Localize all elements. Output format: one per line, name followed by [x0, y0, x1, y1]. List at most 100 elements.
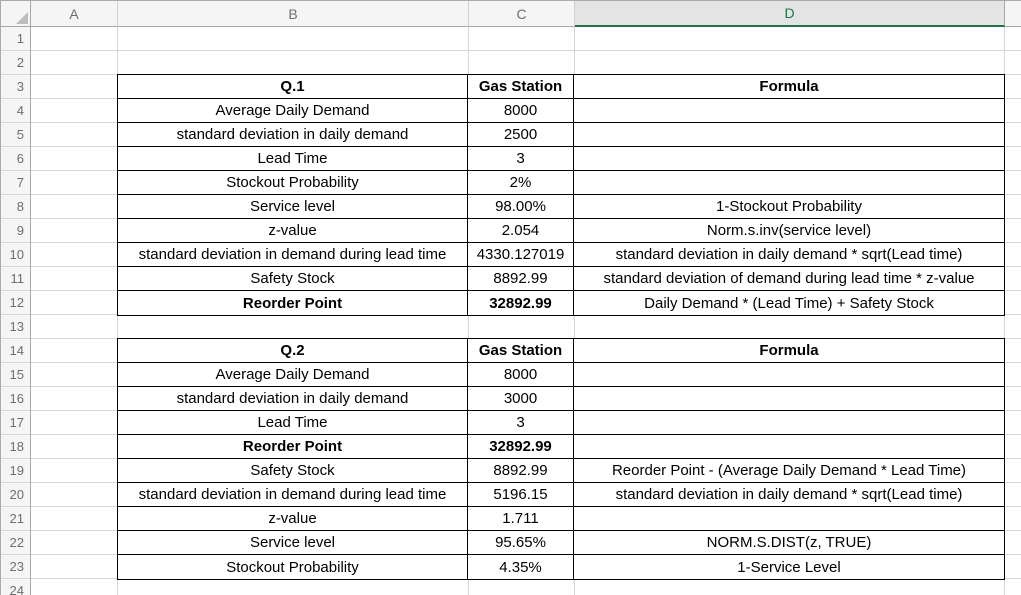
- cell-B8[interactable]: Service level: [118, 195, 468, 218]
- cell-B5[interactable]: standard deviation in daily demand: [118, 123, 468, 146]
- column-header-b[interactable]: B: [118, 1, 469, 27]
- row-header-23[interactable]: 23: [1, 555, 30, 579]
- cell-D10[interactable]: standard deviation in daily demand * sqr…: [574, 243, 1004, 266]
- cell-D23[interactable]: 1-Service Level: [574, 555, 1004, 579]
- column-header-a[interactable]: A: [31, 1, 118, 27]
- cell-B21[interactable]: z-value: [118, 507, 468, 530]
- cell-C22[interactable]: 95.65%: [468, 531, 574, 554]
- cell-D14[interactable]: Formula: [574, 339, 1004, 362]
- table-row: Stockout Probability 4.35% 1-Service Level: [118, 555, 1004, 579]
- table-row: Reorder Point 32892.99 Daily Demand * (Lea…: [118, 291, 1004, 315]
- cell-D5[interactable]: [574, 123, 1004, 146]
- cell-B3[interactable]: Q.1: [118, 75, 468, 98]
- column-header-edge[interactable]: [1005, 1, 1021, 27]
- cell-B9[interactable]: z-value: [118, 219, 468, 242]
- row-header-2[interactable]: 2: [1, 51, 30, 75]
- table-row: Average Daily Demand 8000: [118, 99, 1004, 123]
- cell-C18[interactable]: 32892.99: [468, 435, 574, 458]
- cell-B18[interactable]: Reorder Point: [118, 435, 468, 458]
- cell-B11[interactable]: Safety Stock: [118, 267, 468, 290]
- cell-B7[interactable]: Stockout Probability: [118, 171, 468, 194]
- table-row: Lead Time 3: [118, 411, 1004, 435]
- cell-C3[interactable]: Gas Station: [468, 75, 574, 98]
- cell-D9[interactable]: Norm.s.inv(service level): [574, 219, 1004, 242]
- cell-B15[interactable]: Average Daily Demand: [118, 363, 468, 386]
- cell-D19[interactable]: Reorder Point - (Average Daily Demand * …: [574, 459, 1004, 482]
- row-header-8[interactable]: 8: [1, 195, 30, 219]
- table-row: standard deviation in demand during lead…: [118, 243, 1004, 267]
- row-header-15[interactable]: 15: [1, 363, 30, 387]
- row-header-13[interactable]: 13: [1, 315, 30, 339]
- cell-C12[interactable]: 32892.99: [468, 291, 574, 315]
- column-header-c[interactable]: C: [469, 1, 575, 27]
- cell-D4[interactable]: [574, 99, 1004, 122]
- select-all-corner[interactable]: [1, 1, 31, 27]
- cell-C15[interactable]: 8000: [468, 363, 574, 386]
- cell-B16[interactable]: standard deviation in daily demand: [118, 387, 468, 410]
- cell-C9[interactable]: 2.054: [468, 219, 574, 242]
- cell-C6[interactable]: 3: [468, 147, 574, 170]
- row-header-11[interactable]: 11: [1, 267, 30, 291]
- cell-D12[interactable]: Daily Demand * (Lead Time) + Safety Stoc…: [574, 291, 1004, 315]
- row-header-17[interactable]: 17: [1, 411, 30, 435]
- cell-D17[interactable]: [574, 411, 1004, 434]
- cell-D3[interactable]: Formula: [574, 75, 1004, 98]
- cell-D20[interactable]: standard deviation in daily demand * sqr…: [574, 483, 1004, 506]
- row-header-10[interactable]: 10: [1, 243, 30, 267]
- row-header-24[interactable]: 24: [1, 579, 30, 595]
- row-header-6[interactable]: 6: [1, 147, 30, 171]
- cell-D7[interactable]: [574, 171, 1004, 194]
- row-header-19[interactable]: 19: [1, 459, 30, 483]
- grid-area[interactable]: Q.1 Gas Station Formula Average Daily Deman…: [31, 27, 1021, 595]
- cell-D11[interactable]: standard deviation of demand during lead…: [574, 267, 1004, 290]
- table-row: z-value 2.054 Norm.s.inv(service level): [118, 219, 1004, 243]
- cell-D8[interactable]: 1-Stockout Probability: [574, 195, 1004, 218]
- cell-D21[interactable]: [574, 507, 1004, 530]
- table-row: Service level 95.65% NORM.S.DIST(z, TRUE): [118, 531, 1004, 555]
- cell-C4[interactable]: 8000: [468, 99, 574, 122]
- cell-B14[interactable]: Q.2: [118, 339, 468, 362]
- cell-D18[interactable]: [574, 435, 1004, 458]
- row-header-9[interactable]: 9: [1, 219, 30, 243]
- cell-B4[interactable]: Average Daily Demand: [118, 99, 468, 122]
- row-header-4[interactable]: 4: [1, 99, 30, 123]
- row-header-22[interactable]: 22: [1, 531, 30, 555]
- row-header-16[interactable]: 16: [1, 387, 30, 411]
- cell-D6[interactable]: [574, 147, 1004, 170]
- row-header-21[interactable]: 21: [1, 507, 30, 531]
- cell-C20[interactable]: 5196.15: [468, 483, 574, 506]
- cell-B12[interactable]: Reorder Point: [118, 291, 468, 315]
- cell-C7[interactable]: 2%: [468, 171, 574, 194]
- row-header-5[interactable]: 5: [1, 123, 30, 147]
- row-header-1[interactable]: 1: [1, 27, 30, 51]
- cell-B23[interactable]: Stockout Probability: [118, 555, 468, 579]
- cell-C10[interactable]: 4330.127019: [468, 243, 574, 266]
- column-header-d[interactable]: D: [575, 1, 1005, 27]
- row-header-14[interactable]: 14: [1, 339, 30, 363]
- cell-B17[interactable]: Lead Time: [118, 411, 468, 434]
- cell-B6[interactable]: Lead Time: [118, 147, 468, 170]
- cell-C19[interactable]: 8892.99: [468, 459, 574, 482]
- cell-C16[interactable]: 3000: [468, 387, 574, 410]
- cell-B19[interactable]: Safety Stock: [118, 459, 468, 482]
- cell-D22[interactable]: NORM.S.DIST(z, TRUE): [574, 531, 1004, 554]
- row-header-3[interactable]: 3: [1, 75, 30, 99]
- cell-C11[interactable]: 8892.99: [468, 267, 574, 290]
- cell-B22[interactable]: Service level: [118, 531, 468, 554]
- row-header-20[interactable]: 20: [1, 483, 30, 507]
- cell-C5[interactable]: 2500: [468, 123, 574, 146]
- cell-D16[interactable]: [574, 387, 1004, 410]
- cell-C21[interactable]: 1.711: [468, 507, 574, 530]
- row-header-7[interactable]: 7: [1, 171, 30, 195]
- cell-C14[interactable]: Gas Station: [468, 339, 574, 362]
- cell-C17[interactable]: 3: [468, 411, 574, 434]
- table-q2: Q.2 Gas Station Formula Average Daily Deman…: [117, 338, 1005, 580]
- cell-B20[interactable]: standard deviation in demand during lead…: [118, 483, 468, 506]
- cell-B10[interactable]: standard deviation in demand during lead…: [118, 243, 468, 266]
- cell-C8[interactable]: 98.00%: [468, 195, 574, 218]
- cell-C23[interactable]: 4.35%: [468, 555, 574, 579]
- row-header-18[interactable]: 18: [1, 435, 30, 459]
- row-header-12[interactable]: 12: [1, 291, 30, 315]
- cell-D15[interactable]: [574, 363, 1004, 386]
- table-row: Reorder Point 32892.99: [118, 435, 1004, 459]
